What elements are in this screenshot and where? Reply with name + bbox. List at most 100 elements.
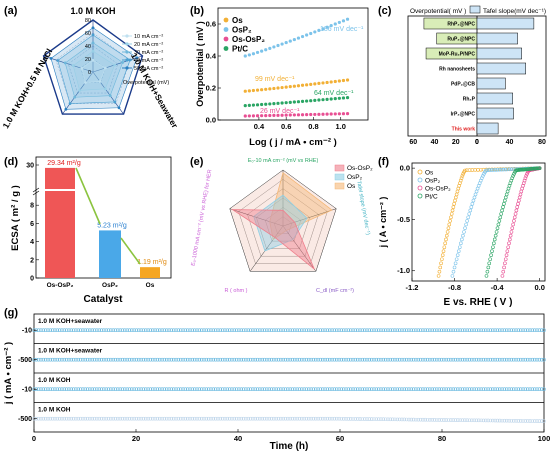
strip-g-point [190, 387, 195, 392]
radar-a-point [73, 95, 77, 99]
strip-g-point [341, 328, 346, 333]
strip-g-point [262, 328, 267, 333]
strip-g-point [237, 416, 241, 421]
radar-a-ring [42, 19, 144, 115]
strip-g-point [286, 416, 290, 421]
curve-f-0-point [449, 215, 453, 220]
strip-g-point [325, 387, 330, 392]
strip-g-point [55, 357, 60, 362]
strip-g-point [74, 387, 78, 392]
strip-g-point [220, 328, 225, 333]
curve-f-2-point [500, 274, 505, 278]
strip-g-point [407, 357, 411, 362]
panel-f-ylabel: j ( A • cm⁻² ) [378, 197, 388, 249]
strip-g-point [339, 357, 344, 362]
strip-g-point [125, 416, 129, 421]
strip-g-point [497, 357, 502, 362]
strip-g-point [320, 328, 325, 333]
strip-g-point [444, 387, 448, 392]
legend-a-marker [125, 50, 129, 54]
strip-g-point [267, 387, 272, 392]
strip-g-point [76, 387, 81, 392]
curve-f-2-point [506, 245, 510, 250]
strip-g-point [279, 387, 283, 392]
strip-g-point [374, 417, 379, 421]
curve-f-0-point [461, 172, 465, 176]
strip-g-point [355, 417, 360, 421]
strip-g-point [521, 419, 525, 423]
strip-g-point [39, 357, 43, 362]
point-b-3 [313, 30, 317, 34]
strip-g-point [309, 328, 313, 333]
bar-c-tafel [476, 107, 514, 120]
radar-a-point [121, 60, 125, 64]
strip-g-point [104, 416, 108, 421]
strip-g-point [425, 357, 430, 362]
strip-g-point [127, 387, 132, 392]
strip-g-point [97, 357, 102, 362]
curve-f-3-point [503, 195, 508, 200]
point-b-3 [341, 19, 346, 23]
point-b-1 [317, 98, 321, 102]
legend-e-text: OsP₂ [347, 174, 363, 181]
strip-g-point [188, 387, 192, 392]
strip-g-ytick: -10 [22, 328, 32, 335]
point-b-0 [264, 87, 268, 91]
panel-a-radial-ticks: 0 20 40 60 80 [85, 18, 91, 76]
strip-g-point [525, 357, 530, 362]
radar-e-series-1 [253, 194, 308, 252]
strip-g-point [127, 357, 132, 362]
strip-g-point [286, 387, 290, 392]
strip-g-point [530, 328, 535, 333]
strip-g-point [407, 387, 411, 392]
strip-g-point [369, 387, 374, 392]
strip-g-point [409, 387, 414, 392]
strip-g-point [43, 357, 48, 362]
panel-b-annot-ososp2: 26 mV dec⁻¹ [260, 108, 300, 115]
strip-g-point [146, 328, 150, 333]
strip-g-point [428, 357, 432, 362]
point-b-1 [288, 100, 292, 104]
strip-g-point [55, 387, 60, 392]
strip-g-point [253, 387, 258, 392]
strip-g-point [283, 416, 288, 421]
legend-a-marker [125, 34, 129, 38]
strip-g-point [537, 387, 542, 392]
strip-g-point [313, 357, 318, 362]
tick-c-left: 40 [431, 139, 439, 146]
strip-g-point [169, 357, 174, 362]
curve-f-0-point [437, 269, 442, 274]
strip-g-point [36, 328, 41, 333]
strip-g-point [174, 328, 178, 333]
tick-g-x-label: 100 [538, 434, 551, 443]
curve-f-1-point [451, 269, 456, 274]
strip-g-point [69, 416, 74, 421]
strip-g-point [176, 328, 181, 333]
strip-g-point [449, 328, 453, 333]
strip-g-point [472, 418, 476, 423]
point-b-3 [337, 20, 341, 25]
tick-f-y-label: -0.5 [397, 215, 410, 224]
radar-a-point [113, 63, 117, 67]
strip-g-point [227, 387, 232, 392]
strip-g-point [293, 328, 297, 333]
strip-g-point [339, 416, 344, 421]
tick-c-left: 60 [409, 139, 417, 146]
bar-d-value-label: 29.34 m²/g [47, 160, 81, 167]
strip-g-point [409, 417, 414, 422]
panel-a-legend-title: Overpotential (mV) [123, 80, 169, 86]
strip-g-point [421, 357, 425, 362]
curve-f-2-point [525, 172, 529, 176]
strip-g-point [209, 416, 213, 421]
strip-g-point [195, 328, 199, 333]
tick-d-y-label: 6 [30, 221, 34, 228]
bar-c-category: PdP₂@CB [451, 82, 475, 88]
strip-g-point [216, 416, 220, 421]
strip-g-point [339, 328, 344, 333]
strip-g-point [160, 387, 164, 392]
point-b-2 [341, 112, 346, 116]
strip-g-point [220, 387, 225, 392]
strip-g-point [223, 357, 227, 362]
strip-g-point [481, 418, 486, 423]
radar-a-point [83, 81, 87, 84]
